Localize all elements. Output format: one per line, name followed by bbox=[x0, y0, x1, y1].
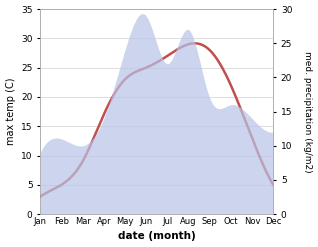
Y-axis label: med. precipitation (kg/m2): med. precipitation (kg/m2) bbox=[303, 51, 313, 172]
Y-axis label: max temp (C): max temp (C) bbox=[5, 78, 16, 145]
X-axis label: date (month): date (month) bbox=[118, 231, 196, 242]
